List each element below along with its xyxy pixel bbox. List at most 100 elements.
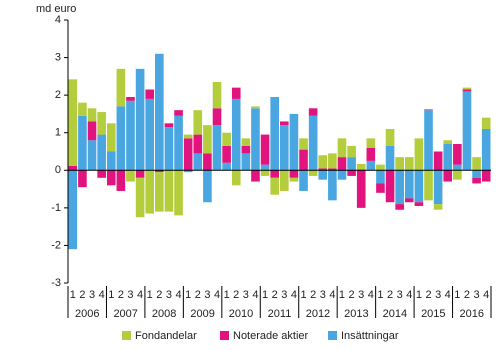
bar (212, 81, 222, 109)
bar (462, 91, 472, 171)
bar (97, 170, 106, 178)
bar (433, 170, 443, 205)
bar (414, 202, 424, 206)
bar (318, 168, 328, 171)
y-tick-label: 4 (55, 14, 61, 26)
bar (183, 138, 193, 171)
bar (155, 172, 164, 212)
y-tick-label: 2 (55, 89, 61, 101)
x-tick-label: 3 (320, 289, 326, 301)
bar (145, 98, 155, 171)
y-tick-label: -2 (51, 239, 61, 251)
bar (241, 153, 251, 171)
x-tick-label: 4 (483, 289, 489, 301)
y-tick-label: 0 (55, 164, 61, 176)
bar (328, 170, 337, 201)
bar (222, 132, 231, 146)
x-tick-label: 4 (368, 289, 374, 301)
bar (424, 170, 433, 201)
bar (328, 168, 337, 171)
bar (289, 170, 299, 178)
x-tick-label: 4 (406, 289, 412, 301)
bar (87, 121, 97, 141)
bar (453, 143, 462, 165)
x-tick-label: 2 (233, 289, 239, 301)
bar (155, 170, 164, 173)
x-tick-label: 2 (349, 289, 355, 301)
bar (145, 170, 155, 214)
bar (395, 157, 404, 171)
bar (231, 87, 241, 99)
bar (135, 68, 145, 171)
bar (424, 110, 433, 171)
bar (145, 89, 155, 99)
bar (337, 170, 347, 180)
x-tick-label: 3 (281, 289, 287, 301)
x-tick-label: 4 (175, 289, 181, 301)
bar (385, 128, 395, 146)
bar (260, 134, 270, 165)
bar (472, 177, 481, 184)
bar (453, 164, 462, 171)
bar (212, 108, 222, 126)
legend-label: Insättningar (341, 330, 399, 342)
x-tick-label: 3 (127, 289, 133, 301)
bar (222, 162, 231, 171)
bar (126, 170, 135, 182)
bar (203, 153, 212, 171)
x-tick-label: 1 (224, 289, 230, 301)
bar (164, 127, 174, 171)
bar (289, 177, 299, 182)
bar (443, 143, 453, 171)
legend-label: Fondandelar (135, 330, 197, 342)
bar (376, 164, 385, 171)
x-tick-label: 3 (397, 289, 403, 301)
x-tick-label: 1 (108, 289, 114, 301)
year-label: 2016 (460, 308, 484, 320)
bar (260, 164, 270, 171)
x-tick-label: 1 (262, 289, 268, 301)
year-label: 2013 (344, 308, 368, 320)
x-tick-label: 2 (310, 289, 316, 301)
bar (404, 198, 414, 203)
bar (366, 138, 376, 148)
year-label: 2011 (268, 308, 292, 320)
bar (472, 170, 481, 178)
bar (385, 170, 395, 203)
year-label: 2014 (383, 308, 407, 320)
year-label: 2010 (229, 308, 253, 320)
bar (251, 106, 260, 109)
bar (308, 170, 318, 176)
bar (318, 155, 328, 169)
bar (97, 134, 106, 171)
y-tick-label: -3 (51, 277, 61, 289)
bar (116, 68, 126, 107)
bar (289, 113, 299, 171)
x-tick-label: 1 (185, 289, 191, 301)
bar (404, 157, 414, 171)
bar (404, 170, 414, 199)
bar (164, 170, 174, 212)
bar (241, 145, 251, 154)
bar (481, 128, 491, 171)
x-tick-label: 4 (252, 289, 258, 301)
bar (280, 125, 289, 171)
bar (424, 109, 433, 111)
bar (433, 204, 443, 210)
bar (174, 115, 183, 171)
bar (433, 151, 443, 171)
bar (126, 100, 135, 171)
bar (299, 149, 308, 171)
x-tick-label: 1 (377, 289, 383, 301)
bar (68, 170, 78, 250)
bar (126, 97, 135, 101)
x-tick-label: 2 (387, 289, 393, 301)
x-tick-label: 2 (195, 289, 201, 301)
bar (78, 170, 87, 188)
bar (299, 170, 308, 191)
bar (462, 89, 472, 92)
x-tick-label: 2 (464, 289, 470, 301)
bar (135, 177, 145, 218)
x-tick-label: 4 (291, 289, 297, 301)
